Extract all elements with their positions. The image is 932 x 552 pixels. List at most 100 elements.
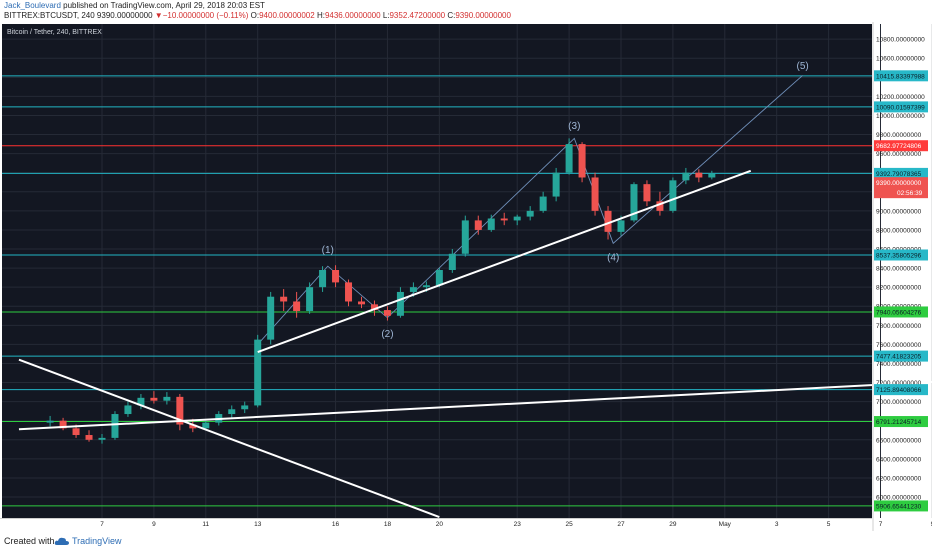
current-price-tag-bg [874,177,928,199]
candle-down[interactable] [59,420,67,429]
elliott-wave-label: (2) [381,329,393,340]
candle-down[interactable] [358,301,365,305]
candle-down[interactable] [293,301,301,312]
candle-down[interactable] [332,270,340,283]
candle-up[interactable] [137,397,145,406]
time-axis-tick-label: 3 [775,521,779,528]
price-axis-tick-label: 8800.00000000 [876,227,922,234]
candle-down[interactable] [643,184,651,202]
candle-up[interactable] [513,216,521,221]
candle-up[interactable] [708,173,716,178]
trendline[interactable] [257,169,752,353]
price-level-tag: 10090.01597399 [876,104,925,111]
candle-down[interactable] [176,396,184,425]
price-level-tag-bg [874,350,928,362]
candle-up[interactable] [228,409,236,415]
elliott-wave-label: (4) [607,253,619,264]
high-value: 9436.00000000 [324,11,381,20]
candle-up[interactable] [565,144,573,173]
chart-title: Bitcoin / Tether, 240, BITTREX [7,29,102,36]
price-axis-tick-label: 10600.00000000 [876,56,925,63]
candle-down[interactable] [370,304,378,311]
candle-down[interactable] [656,201,664,211]
price-level-tag: 9392.79078365 [876,171,922,178]
candle-up[interactable] [487,218,495,230]
time-axis-tick-label: 23 [514,521,522,528]
candle-up[interactable] [306,287,314,312]
down-arrow-icon: ▼ [154,11,163,20]
candle-down[interactable] [474,220,482,230]
price-level-tag-bg [874,249,928,261]
candle-down[interactable] [500,218,508,221]
candle-up[interactable] [267,296,275,340]
candle-down[interactable] [189,424,197,429]
candle-down[interactable] [85,435,93,440]
price-level-tag-bg [874,384,928,396]
current-price-tag: 9390.00000000 [876,180,922,187]
candle-up[interactable] [526,210,534,217]
time-axis-tick-label: 5 [827,521,831,528]
candle-down[interactable] [345,282,353,302]
open-value: 9400.00000002 [259,11,315,20]
candle-down[interactable] [383,310,391,316]
candle-up[interactable] [254,339,262,406]
candle-up[interactable] [396,291,404,316]
candle-up[interactable] [448,253,456,270]
candle-up[interactable] [409,287,417,292]
price-axis-tick-label: 6400.00000000 [876,456,922,463]
price-chart[interactable]: (1) (2) (3) (4) (5) Bitcoin / Tether, 240, BI… [0,22,932,531]
candle-up[interactable] [319,270,327,288]
price-axis-tick-label: 10000.00000000 [876,113,925,120]
candle-up[interactable] [435,270,443,286]
high-label: H: [316,11,325,20]
candle-up[interactable] [461,220,469,254]
tradingview-logo[interactable]: TradingView [54,534,140,548]
candle-up[interactable] [422,285,430,288]
trendline[interactable] [18,381,932,431]
price-level-tag: 5906.65441230 [876,503,922,510]
candle-up[interactable] [111,414,119,438]
price-level-tag: 6791.21245714 [876,419,922,426]
time-axis-tick-label: 18 [384,521,392,528]
price-axis-tick-label: 8400.00000000 [876,266,922,273]
candle-up[interactable] [682,172,690,181]
price-axis-tick-label: 10800.00000000 [876,37,925,44]
price-axis-tick-label: 9600.00000000 [876,151,922,158]
candle-up[interactable] [669,180,677,211]
author-link[interactable]: Jack_Boulevard [4,1,61,10]
candle-down[interactable] [72,428,80,436]
candle-down[interactable] [578,144,586,178]
open-label: O: [250,11,260,20]
trendline[interactable] [18,358,440,518]
publish-info: Jack_Boulevard published on TradingView.… [4,1,265,10]
last-price: 9390.00000000 [96,11,153,20]
time-axis-tick-label: 20 [436,521,444,528]
time-axis-tick-label: 7 [879,521,883,528]
candle-down[interactable] [591,177,599,211]
candle-up[interactable] [124,405,132,415]
elliott-wave-label: (5) [797,61,809,72]
candle-up[interactable] [552,172,560,197]
candle-up[interactable] [539,196,547,211]
price-axis-tick-label: 7800.00000000 [876,323,922,330]
candle-up[interactable] [241,405,249,410]
price-level-tag: 9682.97724806 [876,143,922,150]
price-axis-tick-label: 10200.00000000 [876,94,925,101]
candle-up[interactable] [630,184,638,221]
candle-down[interactable] [150,397,158,401]
candle-up[interactable] [617,220,625,232]
candle-down[interactable] [604,210,612,232]
candle-up[interactable] [46,420,54,423]
price-axis-tick-label: 6600.00000000 [876,437,922,444]
time-axis-tick-label: 11 [202,521,209,528]
candle-down[interactable] [280,296,288,302]
candle-up[interactable] [163,396,171,401]
candle-up[interactable] [98,437,106,440]
time-axis-tick-label: 27 [617,521,625,528]
price-axis-tick-label: 7000.00000000 [876,399,922,406]
symbol-label: BITTREX:BTCUSDT, 240 [4,11,95,20]
candle-up[interactable] [202,422,210,429]
price-level-tag: 7477.41823205 [876,354,922,361]
candle-down[interactable] [695,172,703,178]
price-axis-tick-label: 6000.00000000 [876,495,922,502]
